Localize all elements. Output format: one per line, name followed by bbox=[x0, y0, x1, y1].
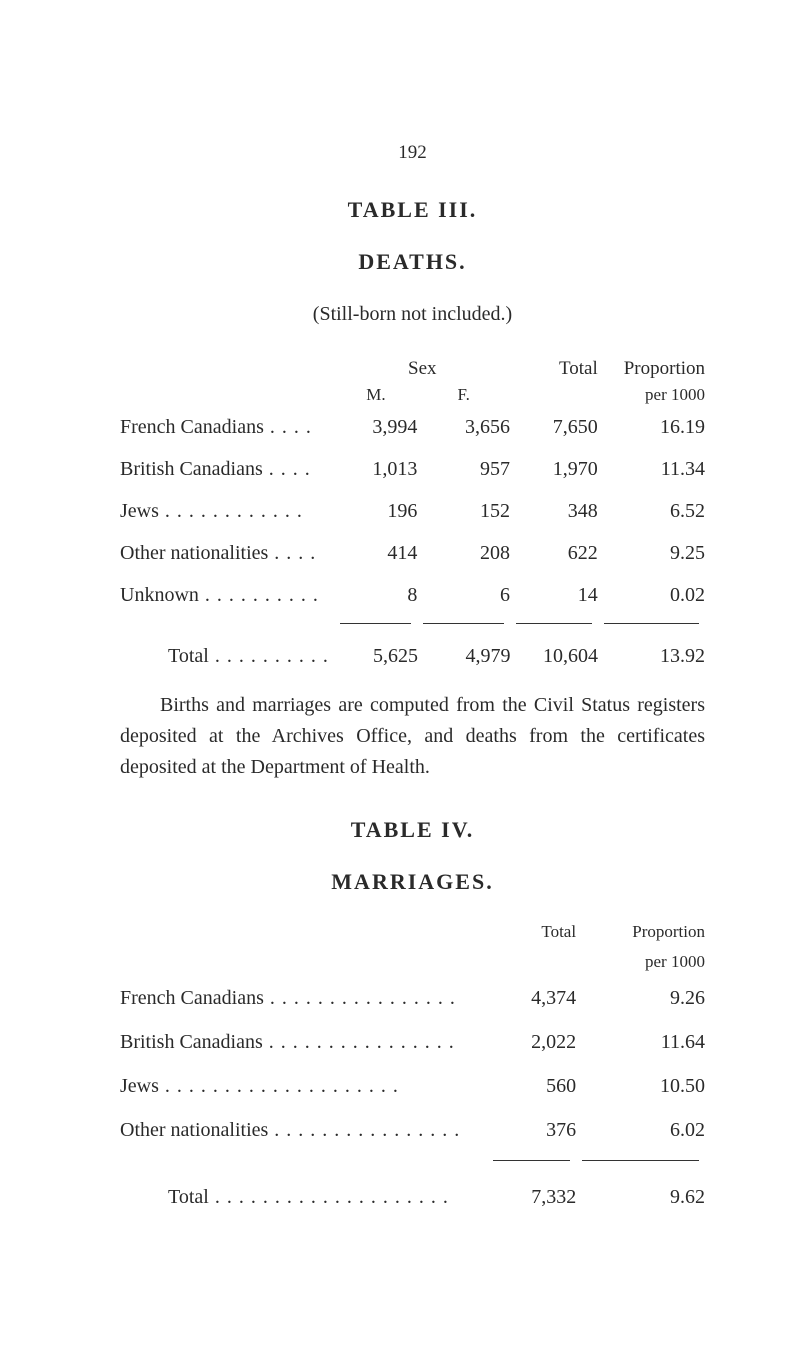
table-row: British Canadians 2,022 11.64 bbox=[120, 1028, 705, 1056]
cell-total: 10,604 bbox=[510, 642, 598, 670]
col-per1000: per 1000 bbox=[598, 383, 705, 407]
marriages-heading: MARRIAGES. bbox=[120, 867, 705, 898]
table-row: French Canadians 4,374 9.26 bbox=[120, 984, 705, 1012]
table-total-row: Total 7,332 9.62 bbox=[120, 1183, 705, 1211]
table-row: Jews 196 152 348 6.52 bbox=[120, 497, 705, 525]
col-m: M. bbox=[335, 383, 418, 407]
cell-m: 3,994 bbox=[335, 413, 418, 441]
deaths-heading: DEATHS. bbox=[120, 247, 705, 278]
row-label: Unknown bbox=[120, 584, 199, 606]
cell-f: 3,656 bbox=[417, 413, 510, 441]
table-row: Jews 560 10.50 bbox=[120, 1072, 705, 1100]
row-label: British Canadians bbox=[120, 1031, 263, 1053]
cell-total: 7,332 bbox=[487, 1183, 576, 1211]
cell-prop: 6.52 bbox=[598, 497, 705, 525]
cell-total: 14 bbox=[510, 581, 598, 609]
cell-m: 1,013 bbox=[335, 455, 418, 483]
cell-total: 4,374 bbox=[487, 984, 576, 1012]
table-row: Unknown 8 6 14 0.02 bbox=[120, 581, 705, 609]
row-label: British Canadians bbox=[120, 458, 263, 480]
cell-f: 208 bbox=[417, 539, 510, 567]
row-label: French Canadians bbox=[120, 987, 264, 1009]
row-label: Total bbox=[168, 645, 209, 667]
cell-f: 4,979 bbox=[418, 642, 510, 670]
cell-m: 196 bbox=[335, 497, 418, 525]
cell-prop: 11.64 bbox=[576, 1028, 705, 1056]
col-sex: Sex bbox=[335, 356, 511, 383]
cell-prop: 9.62 bbox=[576, 1183, 705, 1211]
cell-total: 560 bbox=[487, 1072, 576, 1100]
table-row: Other nationalities 414 208 622 9.25 bbox=[120, 539, 705, 567]
row-label: French Canadians bbox=[120, 416, 264, 438]
col-proportion: Proportion bbox=[598, 356, 705, 383]
col-proportion: Proportion bbox=[576, 920, 705, 944]
col-f: F. bbox=[417, 383, 510, 407]
table-total-row: Total 5,625 4,979 10,604 13.92 bbox=[120, 642, 705, 670]
cell-f: 152 bbox=[417, 497, 510, 525]
page-number: 192 bbox=[120, 140, 705, 167]
cell-total: 622 bbox=[510, 539, 598, 567]
cell-total: 348 bbox=[510, 497, 598, 525]
cell-total: 376 bbox=[487, 1116, 576, 1144]
table-row: Other nationalities 376 6.02 bbox=[120, 1116, 705, 1144]
deaths-header-row-1: Sex Total Proportion bbox=[120, 356, 705, 383]
table-row: French Canadians 3,994 3,656 7,650 16.19 bbox=[120, 413, 705, 441]
cell-prop: 9.26 bbox=[576, 984, 705, 1012]
marriages-header-row-2: per 1000 bbox=[120, 950, 705, 974]
cell-total: 2,022 bbox=[487, 1028, 576, 1056]
deaths-header-row-2: M. F. per 1000 bbox=[120, 383, 705, 407]
row-label: Jews bbox=[120, 500, 159, 522]
col-per1000: per 1000 bbox=[576, 950, 705, 974]
rule-row bbox=[120, 1160, 705, 1161]
row-label: Jews bbox=[120, 1075, 159, 1097]
rule-row bbox=[120, 623, 705, 624]
cell-m: 8 bbox=[335, 581, 418, 609]
cell-f: 6 bbox=[417, 581, 510, 609]
row-label: Other nationalities bbox=[120, 1119, 268, 1141]
cell-prop: 9.25 bbox=[598, 539, 705, 567]
stillborn-note: (Still-born not included.) bbox=[120, 300, 705, 328]
body-paragraph: Births and marriages are computed from t… bbox=[120, 690, 705, 783]
cell-f: 957 bbox=[417, 455, 510, 483]
cell-prop: 0.02 bbox=[598, 581, 705, 609]
row-label: Total bbox=[168, 1186, 209, 1208]
marriages-header-row-1: Total Proportion bbox=[120, 920, 705, 944]
col-total: Total bbox=[510, 356, 598, 383]
cell-total: 1,970 bbox=[510, 455, 598, 483]
cell-m: 5,625 bbox=[335, 642, 418, 670]
cell-prop: 13.92 bbox=[598, 642, 705, 670]
cell-prop: 11.34 bbox=[598, 455, 705, 483]
table-3-title: TABLE III. bbox=[120, 195, 705, 226]
cell-m: 414 bbox=[335, 539, 418, 567]
marriages-table: Total Proportion per 1000 French Canadia… bbox=[120, 920, 705, 1211]
cell-prop: 16.19 bbox=[598, 413, 705, 441]
col-total: Total bbox=[487, 920, 576, 944]
table-row: British Canadians 1,013 957 1,970 11.34 bbox=[120, 455, 705, 483]
deaths-table: Sex Total Proportion M. F. per 1000 Fren… bbox=[120, 356, 705, 669]
table-4-title: TABLE IV. bbox=[120, 815, 705, 846]
row-label: Other nationalities bbox=[120, 542, 268, 564]
cell-prop: 6.02 bbox=[576, 1116, 705, 1144]
cell-total: 7,650 bbox=[510, 413, 598, 441]
cell-prop: 10.50 bbox=[576, 1072, 705, 1100]
